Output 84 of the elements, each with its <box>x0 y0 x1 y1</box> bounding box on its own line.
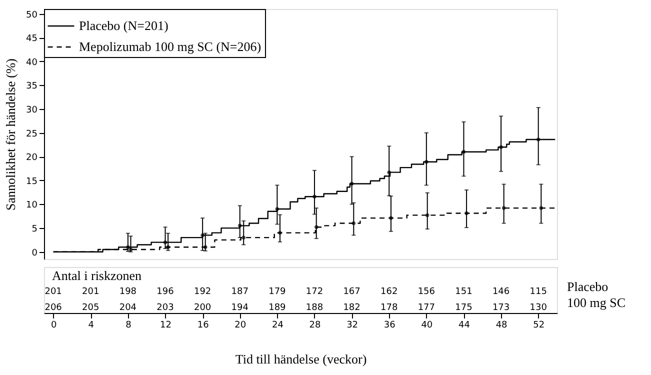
x-tick-label: 40 <box>421 320 433 330</box>
point <box>502 206 506 210</box>
x-tick-label: 28 <box>309 320 321 330</box>
text: 198 <box>119 287 137 297</box>
text: 162 <box>380 287 398 297</box>
text: 167 <box>343 287 360 297</box>
point <box>536 138 540 142</box>
text: 182 <box>343 303 360 313</box>
point <box>464 211 468 216</box>
text: 100 mg SC <box>567 295 626 310</box>
text: 200 <box>194 303 212 313</box>
point <box>275 207 280 211</box>
y-tick-label: 30 <box>26 106 38 116</box>
x-tick-label: 24 <box>272 320 284 330</box>
point <box>425 213 430 218</box>
text: 146 <box>492 287 510 297</box>
text: 203 <box>156 303 174 313</box>
y-tick-label: 20 <box>26 153 38 164</box>
y-tick-label: 35 <box>26 82 38 92</box>
text: 201 <box>82 287 100 297</box>
text: 178 <box>380 303 398 313</box>
text: 188 <box>306 303 324 313</box>
point <box>312 194 316 198</box>
point <box>278 230 282 235</box>
point <box>242 236 246 240</box>
y-tick-label: 15 <box>26 176 38 187</box>
y-tick-label: 10 <box>26 200 38 211</box>
point <box>314 225 318 229</box>
text: 179 <box>268 287 286 297</box>
x-tick-label: 16 <box>197 320 210 330</box>
x-tick-label: 20 <box>234 320 246 330</box>
x-tick-label: 0 <box>50 320 57 330</box>
point <box>200 233 204 238</box>
text: 177 <box>418 303 436 313</box>
x-tick-label: 44 <box>458 320 470 330</box>
point <box>462 150 466 154</box>
point <box>163 240 168 244</box>
text: 130 <box>530 303 548 313</box>
text: Antal i riskzonen <box>52 268 142 283</box>
point <box>203 245 208 249</box>
x-tick-label: 8 <box>126 320 132 330</box>
text: 206 <box>44 303 62 313</box>
x-tick-label: 12 <box>160 320 172 330</box>
legend-label: Mepolizumab 100 mg SC (N=206) <box>79 39 262 54</box>
x-tick-label: 36 <box>384 320 396 330</box>
point <box>539 206 544 210</box>
x-tick-label: 48 <box>496 320 508 330</box>
text: 115 <box>530 287 547 297</box>
point <box>238 224 242 228</box>
text: 173 <box>492 303 510 313</box>
x-tick-label: 32 <box>346 320 358 330</box>
x-tick-label: 4 <box>88 320 94 330</box>
point <box>128 248 133 252</box>
point <box>166 245 170 249</box>
point <box>387 170 391 174</box>
y-tick-label: 50 <box>26 10 38 20</box>
text: 205 <box>82 303 100 313</box>
point <box>499 145 503 149</box>
text: 192 <box>194 287 212 297</box>
point <box>424 160 428 164</box>
y-tick-label: 0 <box>32 248 38 258</box>
y-tick-label: 40 <box>26 58 38 68</box>
text: 156 <box>418 287 436 297</box>
point <box>350 182 354 186</box>
x-axis-title: Tid till händelse (veckor) <box>235 352 367 366</box>
y-tick-label: 5 <box>32 224 38 235</box>
text: 201 <box>44 287 62 297</box>
text: 172 <box>306 287 324 297</box>
legend-label: Placebo (N=201) <box>79 18 168 33</box>
y-tick-label: 25 <box>26 129 38 140</box>
text: 151 <box>455 287 472 297</box>
point <box>389 216 393 220</box>
text: 187 <box>231 287 248 297</box>
point <box>352 221 356 226</box>
y-tick-label: 45 <box>26 34 38 44</box>
text: 189 <box>268 303 286 313</box>
y-axis-title: Sannolikhet för händelse (%) <box>3 58 18 210</box>
point <box>126 245 130 249</box>
text: Placebo <box>567 279 608 294</box>
text: 194 <box>231 303 249 313</box>
x-tick-label: 52 <box>533 320 545 330</box>
text: 204 <box>119 303 137 313</box>
text: 196 <box>156 287 174 297</box>
text: 175 <box>455 303 472 313</box>
